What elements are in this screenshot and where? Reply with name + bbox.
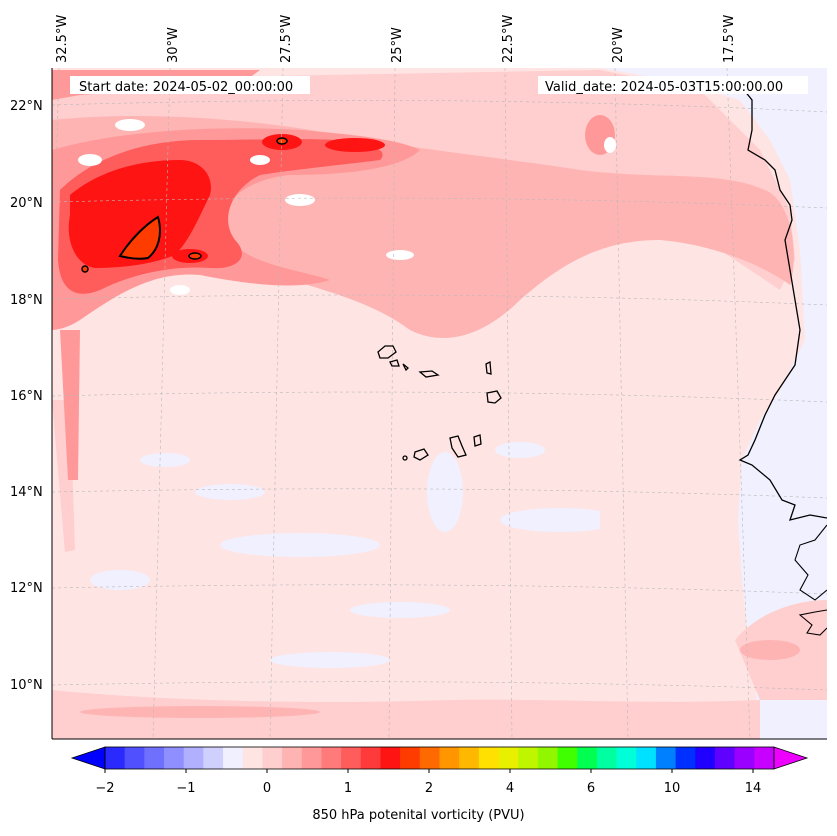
max-pv-small-3	[81, 265, 89, 273]
colorbar-tick-label: 1	[344, 781, 352, 796]
colorbar-segment	[360, 747, 381, 769]
colorbar-segment	[537, 747, 559, 769]
map-area	[52, 68, 827, 739]
colorbar-segment	[616, 747, 637, 769]
colorbar-segment	[262, 747, 283, 769]
colorbar-label: 850 hPa potenital vorticity (PVU)	[312, 808, 525, 823]
colorbar-segment	[183, 747, 204, 769]
graticule	[52, 68, 827, 739]
colorbar-segment	[459, 747, 480, 769]
lon-label: 17.5°W	[722, 15, 737, 63]
colorbar-segments	[105, 747, 775, 769]
colorbar-tick-label: 4	[506, 781, 514, 796]
colorbar-segment	[439, 747, 460, 769]
colorbar-segment	[577, 747, 598, 769]
colorbar-segment	[636, 747, 657, 769]
lon-label: 22.5°W	[501, 15, 516, 63]
colorbar-segment	[380, 747, 401, 769]
lat-label: 16°N	[10, 389, 43, 404]
lon-labels: 32.5°W 30°W 27.5°W 25°W 22.5°W 20°W 17.5…	[55, 15, 737, 63]
africa-coastline	[738, 84, 827, 521]
colorbar-segment	[557, 747, 578, 769]
lat-label: 20°N	[10, 196, 43, 211]
start-date-text: Start date: 2024-05-02_00:00:00	[79, 80, 293, 95]
colorbar-tick-label: −1	[176, 781, 195, 796]
colorbar-segment	[144, 747, 165, 769]
map-figure: Start date: 2024-05-02_00:00:00 Valid_da…	[10, 15, 827, 740]
colorbar-segment	[321, 747, 342, 769]
lat-label: 18°N	[10, 293, 43, 308]
colorbar-tick-label: 6	[587, 781, 595, 796]
max-pv-small-1	[188, 252, 202, 260]
lon-label: 20°W	[611, 27, 626, 63]
colorbar-segment	[223, 747, 244, 769]
max-pv-patch	[118, 215, 161, 260]
lon-label: 27.5°W	[279, 15, 294, 63]
colorbar-segment	[203, 747, 224, 769]
colorbar: −2 −1 0 1 2 4 6 10 14	[70, 746, 809, 796]
colorbar-segment	[695, 747, 716, 769]
colorbar-segment	[282, 747, 303, 769]
colorbar-segment	[754, 747, 775, 769]
lat-label: 12°N	[10, 581, 43, 596]
lat-label: 22°N	[10, 99, 43, 114]
lat-labels: 22°N 20°N 18°N 16°N 14°N 12°N 10°N	[10, 99, 43, 693]
colorbar-segment	[164, 747, 185, 769]
colorbar-tick-label: 10	[664, 781, 681, 796]
valid-date-text: Valid_date: 2024-05-03T15:00:00.00	[545, 80, 783, 95]
colorbar-segment	[498, 747, 519, 769]
colorbar-segment	[242, 747, 263, 769]
colorbar-tick-label: 2	[425, 781, 433, 796]
colorbar-min-arrow	[70, 746, 106, 770]
colorbar-segment	[478, 747, 500, 769]
colorbar-tick-label: −2	[95, 781, 114, 796]
colorbar-segment	[714, 747, 736, 769]
colorbar-max-arrow	[773, 746, 809, 770]
colorbar-ticks: −2 −1 0 1 2 4 6 10 14	[95, 769, 761, 796]
cape-verde-islands	[377, 345, 502, 461]
colorbar-segment	[734, 747, 755, 769]
lon-label: 30°W	[166, 27, 181, 63]
africa-coast-south	[794, 524, 827, 636]
max-pv-small-2	[276, 137, 288, 145]
colorbar-segment	[105, 747, 126, 769]
lat-label: 14°N	[10, 485, 43, 500]
colorbar-tick-label: 0	[263, 781, 271, 796]
colorbar-segment	[655, 747, 677, 769]
colorbar-tick-label: 14	[745, 781, 762, 796]
colorbar-segment	[675, 747, 696, 769]
colorbar-segment	[124, 747, 145, 769]
colorbar-frame	[104, 746, 775, 770]
colorbar-segment	[419, 747, 440, 769]
colorbar-segment	[518, 747, 539, 769]
header-start-box	[70, 76, 310, 94]
header-valid-box	[538, 76, 808, 94]
colorbar-segment	[301, 747, 322, 769]
white-speckles	[78, 119, 616, 295]
colorbar-segment	[341, 747, 362, 769]
colorbar-segment	[596, 747, 618, 769]
lon-label: 25°W	[390, 27, 405, 63]
lon-label: 32.5°W	[55, 15, 70, 63]
lat-label: 10°N	[10, 678, 43, 693]
colorbar-segment	[400, 747, 421, 769]
